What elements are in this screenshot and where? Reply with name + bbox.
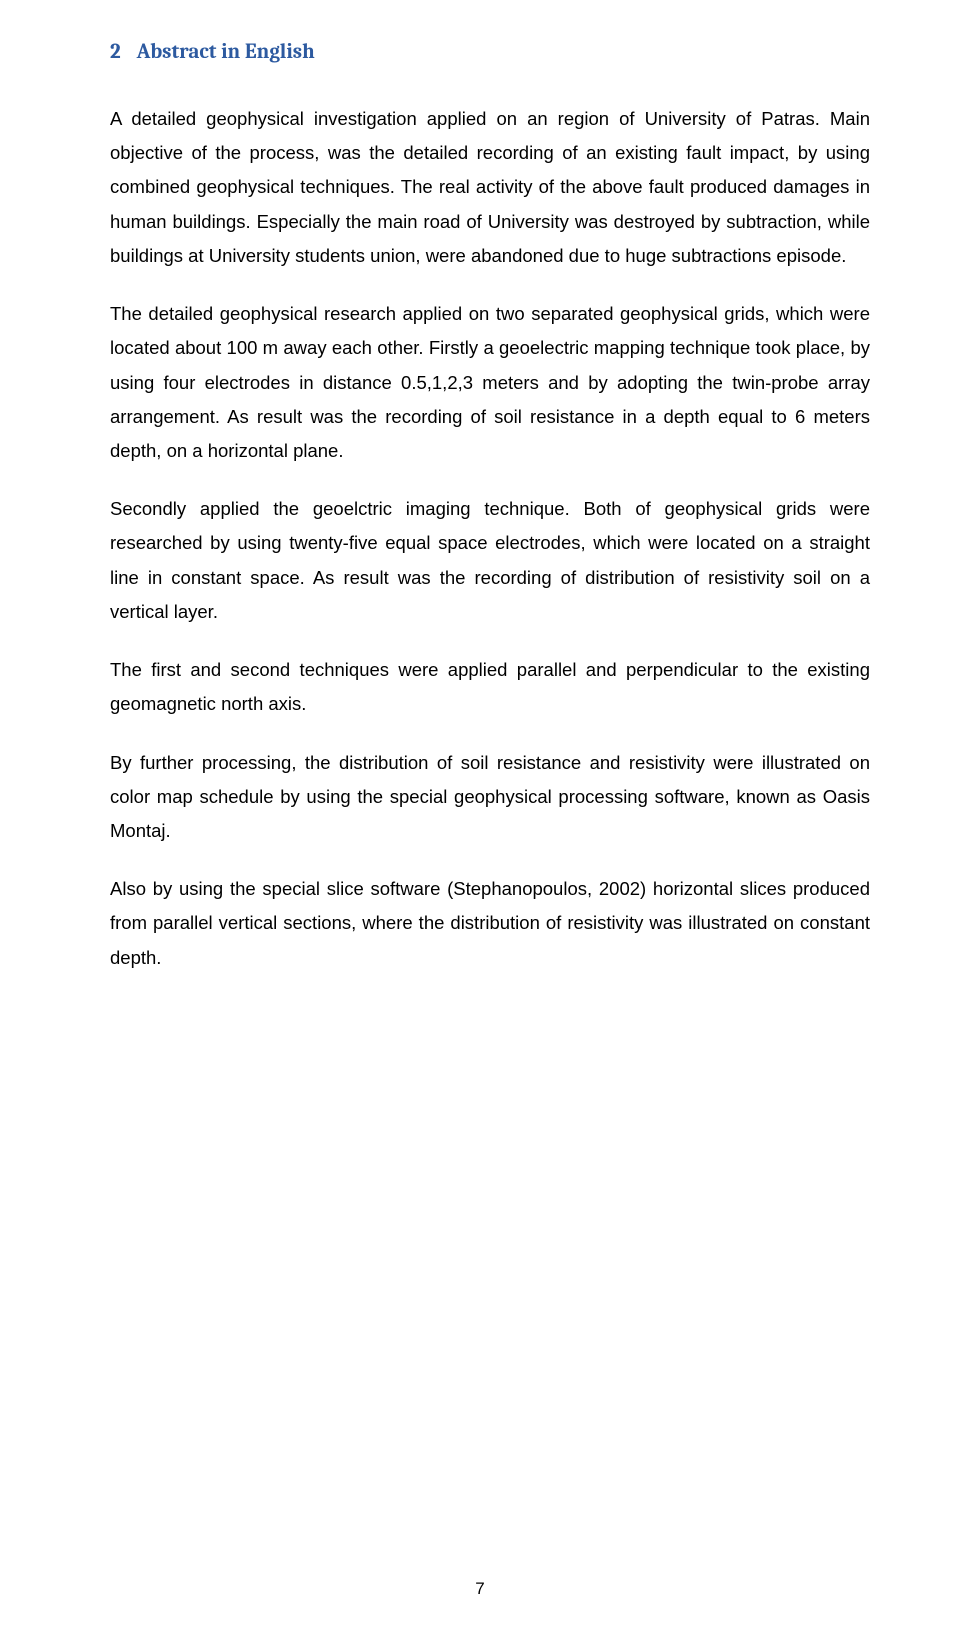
section-number: 2	[110, 40, 121, 64]
section-title: Abstract in English	[137, 40, 315, 64]
section-heading: 2 Abstract in English	[110, 40, 870, 64]
abstract-paragraph: The first and second techniques were app…	[110, 653, 870, 721]
abstract-paragraph: Also by using the special slice software…	[110, 872, 870, 975]
abstract-paragraph: Secondly applied the geoelctric imaging …	[110, 492, 870, 629]
page-number: 7	[0, 1579, 960, 1599]
abstract-paragraph: A detailed geophysical investigation app…	[110, 102, 870, 273]
document-page: 2 Abstract in English A detailed geophysi…	[0, 0, 960, 1647]
abstract-paragraph: By further processing, the distribution …	[110, 746, 870, 849]
abstract-paragraph: The detailed geophysical research applie…	[110, 297, 870, 468]
